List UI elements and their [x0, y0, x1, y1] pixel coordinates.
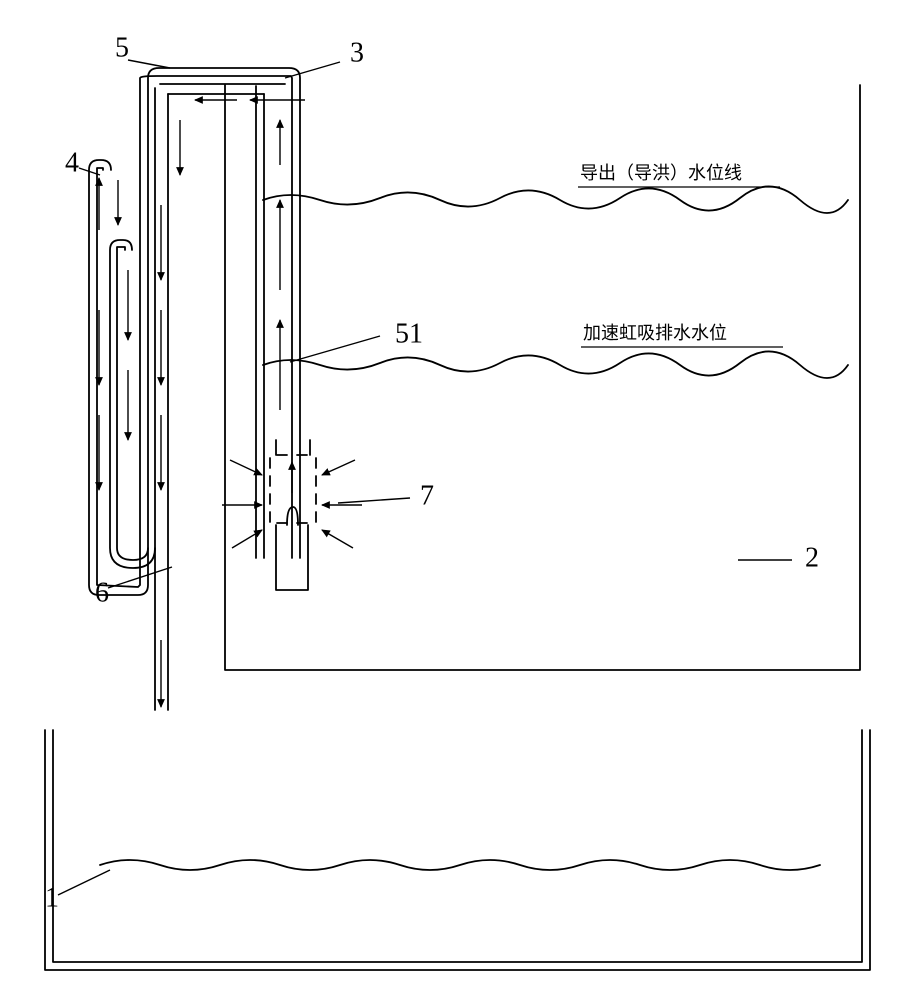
lower-tank-inner	[53, 730, 862, 962]
siphon-inner	[97, 76, 292, 587]
label-lower_cn: 加速虹吸排水水位	[583, 323, 727, 343]
lower-tank-water	[100, 860, 820, 870]
label-n5: 5	[115, 32, 129, 63]
label-upper_cn: 导出（导洪）水位线	[580, 163, 742, 183]
lower-tank-outer	[45, 730, 870, 970]
inflow-arrow	[322, 530, 353, 548]
leader-n3	[285, 62, 340, 78]
leader-n5	[128, 60, 170, 68]
upper-tank-wall	[225, 85, 860, 670]
leader-n1	[58, 870, 110, 895]
label-n7: 7	[420, 480, 434, 511]
inflow-arrow	[232, 530, 262, 548]
upper-water-line	[263, 186, 848, 213]
inflow-arrow	[322, 460, 355, 475]
inflow-arrow	[230, 460, 262, 475]
label-n51: 51	[395, 318, 423, 349]
leader-n51	[290, 336, 380, 362]
label-n6: 6	[95, 577, 109, 608]
label-n4: 4	[65, 147, 79, 178]
label-n1: 1	[45, 882, 59, 913]
label-n3: 3	[350, 37, 364, 68]
siphon-outer	[89, 68, 300, 595]
siphon-water-line	[263, 351, 848, 378]
label-n2: 2	[805, 542, 819, 573]
leader-n7	[338, 498, 410, 503]
